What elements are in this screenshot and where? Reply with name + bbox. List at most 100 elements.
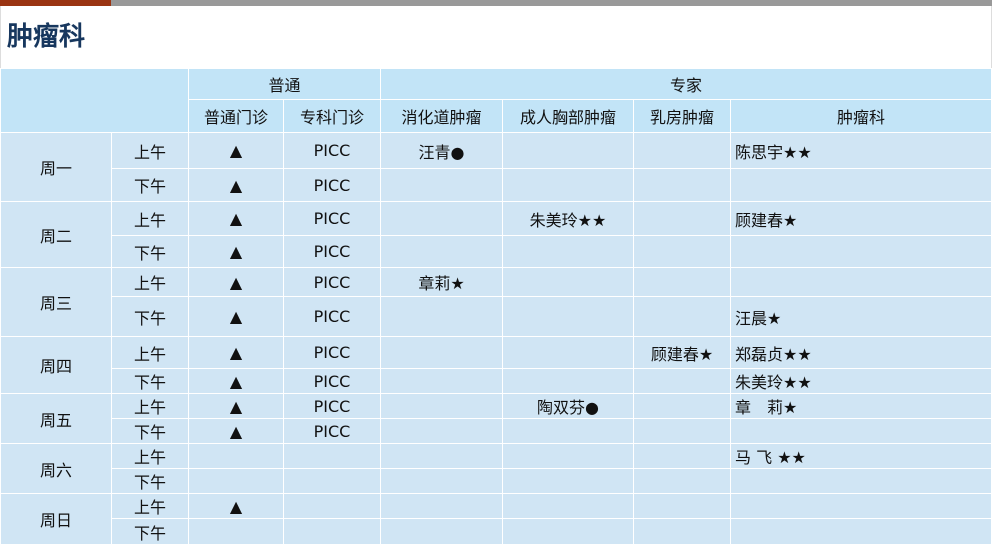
schedule-cell: ▲ [188, 235, 284, 268]
table-row: 周五 上午 ▲ PICC 陶双芬● 章 莉★ [0, 393, 992, 444]
schedule-cell: PICC [282, 132, 382, 169]
period-cell: 下午 [111, 168, 189, 202]
schedule-cell: ▲ [188, 418, 284, 444]
table-row: 下午 ▲ PICC [1, 418, 992, 444]
table-row: 下午 [1, 518, 992, 545]
schedule-cell: PICC [282, 235, 382, 268]
schedule-cell: PICC [282, 418, 382, 444]
period-cell: 下午 [111, 468, 189, 494]
schedule-cell: 章 莉★ [730, 393, 992, 419]
period-cell: 下午 [111, 235, 189, 268]
day-cell: 周三 [0, 267, 112, 337]
schedule-cell [188, 468, 284, 494]
schedule-cell: 汪晨★ [730, 296, 992, 337]
schedule-cell [730, 168, 992, 202]
page-title: 肿瘤科 [0, 6, 992, 68]
schedule-cell: ▲ [188, 493, 284, 519]
period-cell: 下午 [111, 418, 189, 444]
schedule-cell [380, 336, 504, 369]
schedule-cell [633, 235, 732, 268]
schedule-cell: 马 飞 ★★ [730, 443, 992, 469]
schedule-cell [502, 336, 635, 369]
day-cell: 周五 [0, 393, 112, 444]
schedule-cell [380, 518, 504, 545]
table-row: 周三 上午 ▲ PICC 章莉★ [0, 267, 992, 337]
table-row: 下午 ▲ PICC 汪晨★ [1, 296, 992, 337]
table-row: 周四 上午 ▲ PICC 顾建春★ 郑磊贞★★ [0, 336, 992, 394]
schedule-cell [730, 418, 992, 444]
schedule-cell [730, 518, 992, 545]
schedule-cell: ▲ [188, 201, 284, 236]
period-cell: 上午 [111, 336, 189, 369]
schedule-cell [380, 168, 504, 202]
schedule-cell: 汪青● [380, 132, 504, 169]
column-header: 成人胸部肿瘤 [502, 99, 635, 133]
period-cell: 上午 [111, 443, 189, 469]
table-row: 周六 上午 马 飞 ★★ [0, 443, 992, 494]
header-corner [0, 68, 189, 133]
schedule-cell [380, 368, 504, 394]
schedule-cell: 章莉★ [380, 267, 504, 297]
schedule-cell [502, 235, 635, 268]
schedule-cell [633, 468, 732, 494]
day-cell: 周六 [0, 443, 112, 494]
table-row: 下午 [1, 468, 992, 494]
day-cell: 周日 [0, 493, 112, 545]
schedule-cell [282, 518, 382, 545]
column-header: 肿瘤科 [730, 99, 992, 133]
schedule-cell [502, 267, 635, 297]
top-accent-bar [0, 0, 992, 6]
schedule-cell [282, 493, 382, 519]
schedule-cell [633, 393, 732, 419]
schedule-cell: 陶双芬● [502, 393, 635, 419]
schedule-cell [633, 418, 732, 444]
schedule-cell: ▲ [188, 132, 284, 169]
schedule-cell [282, 443, 382, 469]
schedule-cell: ▲ [188, 296, 284, 337]
column-header: 消化道肿瘤 [380, 99, 504, 133]
schedule-cell [502, 443, 635, 469]
table-row: 周日 上午 ▲ [0, 493, 992, 545]
schedule-cell [633, 493, 732, 519]
schedule-cell: 朱美玲★★ [730, 368, 992, 394]
schedule-cell [188, 518, 284, 545]
schedule-cell [502, 418, 635, 444]
schedule-cell: 顾建春★ [730, 201, 992, 236]
period-cell: 上午 [111, 201, 189, 236]
schedule-cell [502, 132, 635, 169]
schedule-cell: ▲ [188, 267, 284, 297]
schedule-cell [380, 393, 504, 419]
table-row: 下午 ▲ PICC 朱美玲★★ [1, 368, 992, 394]
schedule-cell [282, 468, 382, 494]
schedule-cell: ▲ [188, 336, 284, 369]
day-cell: 周一 [0, 132, 112, 202]
schedule-cell [730, 493, 992, 519]
schedule-cell [380, 443, 504, 469]
period-cell: 上午 [111, 132, 189, 169]
schedule-cell [633, 518, 732, 545]
schedule-cell [730, 235, 992, 268]
schedule-cell [380, 468, 504, 494]
period-cell: 下午 [111, 296, 189, 337]
schedule-cell: 陈思宇★★ [730, 132, 992, 169]
period-cell: 下午 [111, 518, 189, 545]
column-header: 乳房肿瘤 [633, 99, 732, 133]
header-group-expert: 专家 [380, 68, 992, 100]
schedule-cell: PICC [282, 368, 382, 394]
column-header: 普通门诊 [188, 99, 284, 133]
schedule-cell [633, 201, 732, 236]
schedule-cell: 郑磊贞★★ [730, 336, 992, 369]
schedule-cell [730, 267, 992, 297]
schedule-cell: ▲ [188, 368, 284, 394]
column-header: 专科门诊 [282, 99, 382, 133]
schedule-cell [502, 368, 635, 394]
schedule-cell [730, 468, 992, 494]
period-cell: 上午 [111, 267, 189, 297]
schedule-cell: PICC [282, 393, 382, 419]
schedule-cell [502, 493, 635, 519]
schedule-cell [633, 132, 732, 169]
schedule-cell [502, 468, 635, 494]
schedule-cell [633, 267, 732, 297]
schedule-cell: PICC [282, 267, 382, 297]
schedule-cell: ▲ [188, 168, 284, 202]
